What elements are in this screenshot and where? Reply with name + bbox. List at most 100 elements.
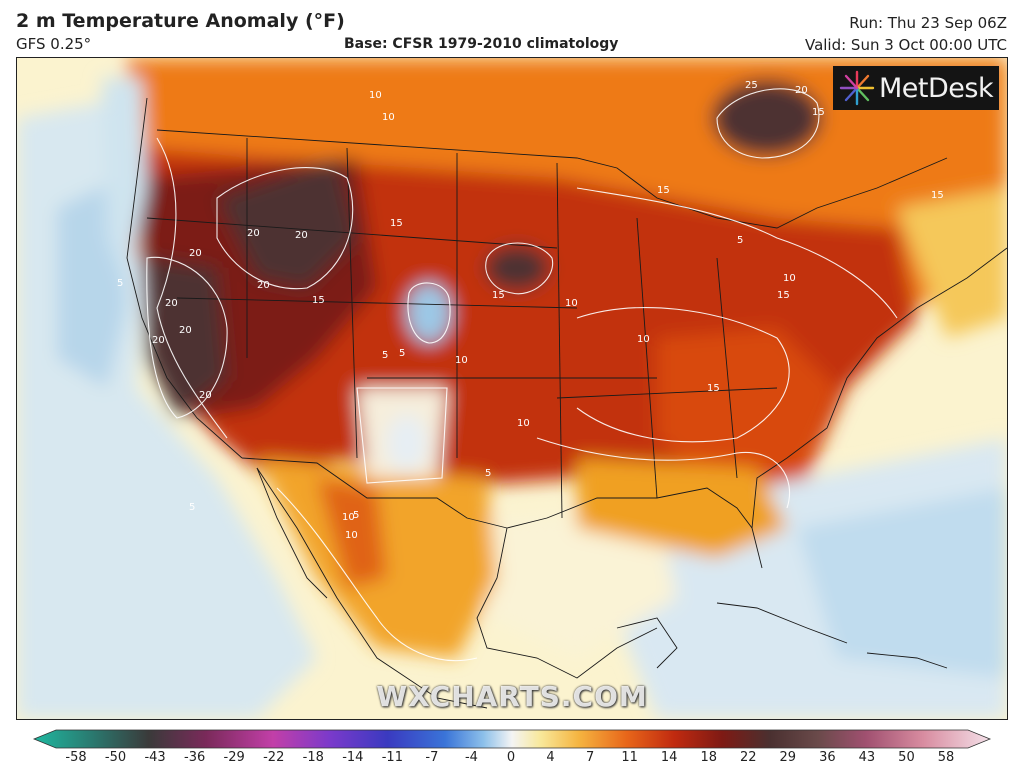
contour-label: 10 (637, 334, 650, 345)
climatology-base-label: Base: CFSR 1979-2010 climatology (344, 36, 619, 52)
contour-hudson-25 (716, 88, 820, 159)
baja-california (256, 467, 328, 599)
contour-label: 10 (783, 273, 796, 284)
us-mexico-border (241, 457, 508, 529)
colorbar-tick-label: 22 (739, 750, 757, 765)
contour-label: 15 (390, 218, 403, 229)
contour-label: 20 (165, 298, 178, 309)
us-canada-border (156, 129, 948, 229)
hispaniola-coast (866, 652, 948, 669)
colorbar-tick-label: 18 (700, 750, 717, 765)
political-borders (126, 97, 1007, 709)
contour-label: 5 (737, 235, 743, 246)
run-time-label: Run: Thu 23 Sep 06Z (849, 14, 1007, 32)
great-salt-lake-cool-core (407, 283, 451, 343)
colorbar-gradient (32, 729, 992, 749)
contour-label: 15 (492, 290, 505, 301)
contour-west-20 (216, 167, 354, 290)
colorbar-tick-label: 43 (858, 750, 876, 765)
cuba-coast (716, 602, 848, 644)
plains-hot-core (485, 246, 549, 290)
contour-label: 5 (485, 468, 491, 479)
colorbar-tick-label: 11 (621, 750, 638, 765)
state-line-9 (556, 387, 778, 399)
gulf-coast (506, 487, 763, 569)
contour-east-10 (576, 307, 790, 443)
state-line-4 (556, 162, 563, 519)
contour-label: 10 (565, 298, 578, 309)
contour-label: 15 (931, 190, 944, 201)
colorbar-tick-label: -11 (381, 750, 403, 765)
colorbar-tick-label: 29 (779, 750, 797, 765)
colorbar-tick-label: 7 (585, 750, 595, 765)
metdesk-burst-icon (839, 70, 875, 106)
wxcharts-watermark: WXCHARTS.COM (376, 680, 648, 713)
new-mexico-cool-core (387, 415, 427, 471)
colorbar-tick-label: -4 (464, 750, 478, 765)
colorbar-tick-label: -14 (342, 750, 364, 765)
state-line-6 (176, 297, 578, 309)
contour-plains-15 (485, 242, 554, 295)
contour-label: 10 (342, 512, 355, 523)
colorbar-tick-label: 50 (898, 750, 915, 765)
northeast-amber-strip (897, 188, 1007, 338)
anomaly-field (17, 58, 1007, 719)
contour-label: 20 (199, 390, 212, 401)
contour-label: 20 (795, 85, 808, 96)
contour-label: 10 (345, 530, 358, 541)
contour-label: 20 (247, 228, 260, 239)
yucatan-coast (616, 617, 678, 669)
southeast-amber-region (577, 458, 787, 558)
contour-label: 15 (812, 107, 825, 118)
contour-pacific-5 (156, 137, 228, 439)
west-hot-core (217, 158, 357, 288)
colorbar-tick-label: 58 (937, 750, 955, 765)
metdesk-logo: MetDesk (833, 66, 999, 110)
map-canvas: 20 20 20 20 20 20 20 20 15 15 15 15 15 1… (17, 58, 1007, 719)
contour-label: 10 (382, 112, 395, 123)
contour-label: 10 (517, 418, 530, 429)
contour-label: 20 (179, 325, 192, 336)
state-line-8 (636, 217, 658, 499)
mexico-orange-region (317, 478, 387, 588)
colorbar-tick-label: -36 (184, 750, 206, 765)
east-warm-region (657, 328, 837, 488)
colorbar (32, 729, 992, 749)
colorbar-tick-label: 14 (660, 750, 678, 765)
contour-southwest-5 (356, 387, 448, 484)
contour-label: 20 (189, 248, 202, 259)
contour-label: 5 (117, 278, 123, 289)
contour-label: 5 (399, 348, 405, 359)
valid-time-label: Valid: Sun 3 Oct 00:00 UTC (804, 36, 1007, 54)
colorbar-tick-label: -29 (223, 750, 245, 765)
colorbar-tick-label: -58 (65, 750, 87, 765)
gulf-pale-region (487, 508, 677, 658)
contour-southeast-10 (536, 437, 791, 509)
contour-california-20 (146, 256, 228, 419)
contour-label: 10 (369, 90, 382, 101)
mexico-west-coast (256, 467, 488, 709)
colorbar-tick-label: 4 (546, 750, 555, 765)
contour-label: 15 (777, 290, 790, 301)
contour-salt-lake-5 (407, 282, 451, 344)
colorbar-tick-label: 36 (819, 750, 836, 765)
east-coast (751, 247, 1007, 529)
contour-labels: 20 20 20 20 20 20 20 20 15 15 15 15 15 1… (117, 80, 944, 541)
contour-north-15 (576, 187, 898, 319)
colorbar-tick-label: 0 (506, 750, 516, 765)
contour-label: 15 (657, 185, 670, 196)
contour-label: 25 (745, 80, 758, 91)
state-line-2 (346, 147, 358, 459)
northwest-coast-cool (102, 78, 147, 288)
mexico-gulf-coast (476, 527, 658, 679)
colorbar-tick-label: -7 (425, 750, 439, 765)
contour-label: 15 (707, 383, 720, 394)
colorbar-tick-label: -18 (302, 750, 324, 765)
contour-label: 5 (353, 510, 359, 521)
contour-label: 20 (257, 280, 270, 291)
contour-label: 5 (382, 350, 388, 361)
contour-label: 10 (455, 355, 468, 366)
colorbar-tick-label: -22 (263, 750, 285, 765)
temperature-anomaly-map: 20 20 20 20 20 20 20 20 15 15 15 15 15 1… (16, 57, 1008, 720)
contour-mexico-5 (276, 487, 478, 662)
